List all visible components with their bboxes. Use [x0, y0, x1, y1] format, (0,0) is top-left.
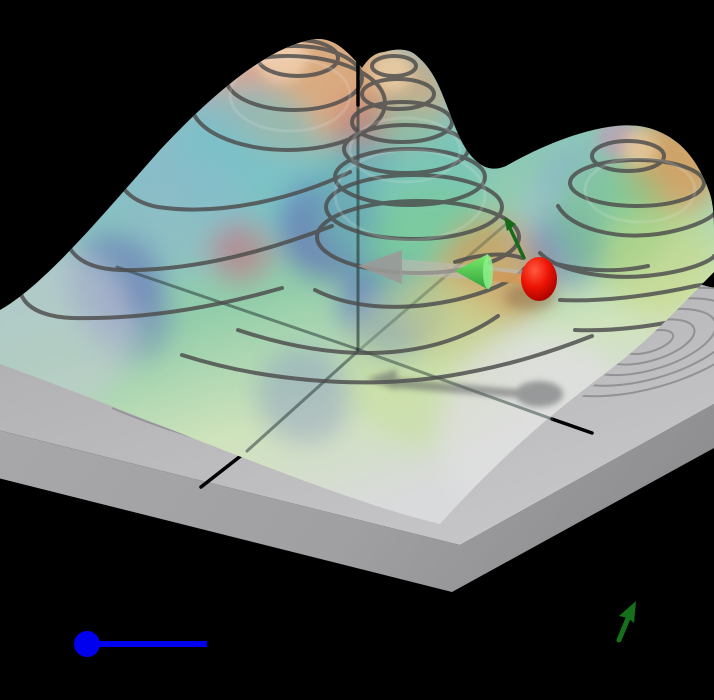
ball-marker — [521, 257, 557, 301]
step-arrow-cone-base — [483, 255, 493, 289]
y-axis-front-segment — [550, 417, 594, 435]
see-through-contours — [228, 57, 697, 242]
uphill-arrow-head — [504, 217, 516, 231]
axes-under-surface — [115, 98, 554, 453]
descent-arrow-head — [358, 250, 402, 284]
legend-blue-dot — [74, 631, 100, 657]
shadow-arrow-shaft — [396, 378, 545, 400]
uphill-arrow — [504, 217, 526, 260]
legend-green-arrow-head — [619, 601, 636, 623]
legend-green-arrow-shaft — [616, 613, 632, 643]
legend — [74, 601, 636, 657]
x-axis-front-segment — [199, 449, 249, 489]
step-arrow-cone — [455, 254, 489, 290]
y-axis-back-segment — [115, 265, 359, 351]
axes-front-segments — [199, 417, 594, 489]
cast-shadow — [366, 369, 563, 407]
shadow-ball — [515, 381, 563, 407]
legend-green-arrow — [616, 601, 636, 643]
surface — [0, 39, 714, 524]
uphill-arrow-shaft — [507, 224, 526, 260]
x-axis-back-segment — [355, 223, 507, 354]
shadow-arrow-head — [366, 369, 397, 390]
x-axis-under-segment — [245, 350, 359, 453]
slab-side-face — [0, 404, 714, 592]
